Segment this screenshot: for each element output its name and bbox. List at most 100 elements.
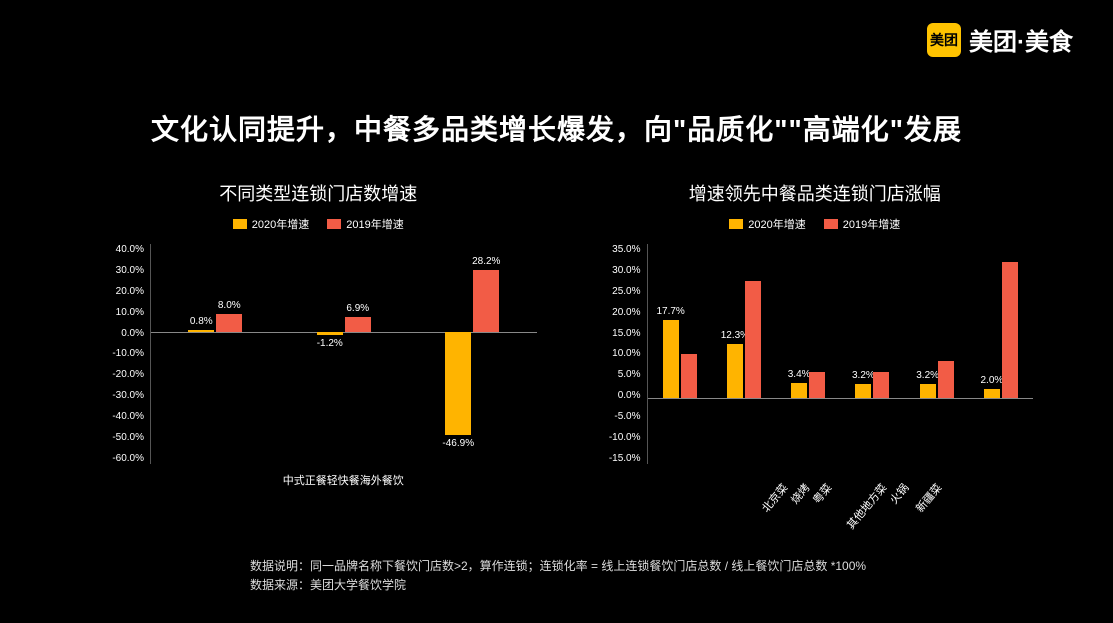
brand-logo: 美团 美团·美食 [927, 22, 1073, 57]
bar-pair: 3.2% [920, 244, 954, 464]
bar-label: 0.8% [190, 316, 213, 327]
chart-right-plotwrap: 35.0%30.0%25.0%20.0%15.0%10.0%5.0%0.0%-5… [597, 244, 1034, 464]
ytick: -5.0% [614, 411, 640, 422]
ytick: -60.0% [112, 453, 144, 464]
chart-right-legend: 2020年增速 2019年增速 [729, 216, 900, 232]
ytick: 15.0% [612, 328, 640, 339]
ytick: 35.0% [612, 244, 640, 255]
bar [1002, 262, 1018, 398]
footer-line1: 数据说明：同一品牌名称下餐饮门店数>2，算作连锁；连锁化率 = 线上连锁餐饮门店… [250, 557, 866, 576]
bar [938, 361, 954, 398]
chart-left-xaxis: 中式正餐轻快餐海外餐饮 [283, 472, 404, 488]
bars-row: 17.7% 12.3% 3.4% 3.2% 3.2% 2.0% [648, 244, 1034, 464]
chart-right-xaxis: 北京菜烧烤粤菜其他地方菜火锅新疆菜 [746, 470, 933, 520]
bar: 3.2% [855, 384, 871, 398]
legend-swatch-2019 [327, 219, 341, 229]
bar-label: 2.0% [980, 375, 1003, 386]
category-group: 17.7% [648, 244, 712, 464]
charts-container: 不同类型连锁门店数增速 2020年增速 2019年增速 40.0%30.0%20… [100, 180, 1033, 520]
chart-left: 不同类型连锁门店数增速 2020年增速 2019年增速 40.0%30.0%20… [100, 180, 537, 520]
legend-label-2019: 2019年增速 [346, 216, 403, 232]
xtick: 轻快餐 [327, 472, 360, 488]
ytick: 25.0% [612, 286, 640, 297]
ytick: 10.0% [116, 307, 144, 318]
ytick: -50.0% [112, 432, 144, 443]
ytick: -40.0% [112, 411, 144, 422]
xtick: 中式正餐 [283, 472, 327, 488]
bar: 12.3% [727, 344, 743, 398]
legend-swatch-2020 [233, 219, 247, 229]
bar: -46.9% [445, 332, 471, 435]
ytick: 30.0% [116, 265, 144, 276]
chart-right: 增速领先中餐品类连锁门店涨幅 2020年增速 2019年增速 35.0% 30.0… [597, 180, 1034, 520]
bar-pair: 0.8%8.0% [188, 244, 242, 464]
footer-line2: 数据来源：美团大学餐饮学院 [250, 576, 866, 595]
bar: 0.8% [188, 330, 214, 332]
legend-2020: 2020年增速 [729, 216, 805, 232]
page-title: 文化认同提升，中餐多品类增长爆发，向"品质化""高端化"发展 [0, 108, 1113, 148]
bar-pair: 3.4% [791, 244, 825, 464]
bar-label: -46.9% [442, 438, 474, 449]
category-group: 0.8%8.0% [151, 244, 280, 464]
bar: 17.7% [663, 320, 679, 398]
bar-label: 28.2% [472, 256, 500, 267]
bar: -1.2% [317, 332, 343, 335]
bar-label: 17.7% [656, 306, 684, 317]
legend-label-2020: 2020年增速 [252, 216, 309, 232]
ytick: -15.0% [609, 453, 641, 464]
bar-label: -1.2% [317, 338, 343, 349]
ytick: 20.0% [116, 286, 144, 297]
bar [745, 281, 761, 398]
bar: 8.0% [216, 314, 242, 332]
bar [681, 354, 697, 398]
category-group: -1.2%6.9% [280, 244, 409, 464]
bar-pair: 17.7% [663, 244, 697, 464]
bar [873, 372, 889, 398]
legend-2020: 2020年增速 [233, 216, 309, 232]
xtick: 海外餐饮 [360, 472, 404, 488]
bars-row: 0.8%8.0%-1.2%6.9%-46.9%28.2% [151, 244, 537, 464]
ytick: 0.0% [121, 328, 144, 339]
bar: 28.2% [473, 270, 499, 332]
ytick: -30.0% [112, 390, 144, 401]
ytick: 20.0% [612, 307, 640, 318]
category-group: 3.2% [905, 244, 969, 464]
brand-text: 美团·美食 [969, 22, 1073, 57]
bar-label: 3.2% [852, 370, 875, 381]
bar-pair: -1.2%6.9% [317, 244, 371, 464]
bar [809, 372, 825, 398]
legend-2019: 2019年增速 [824, 216, 900, 232]
bar-pair: 2.0% [984, 244, 1018, 464]
bar: 3.2% [920, 384, 936, 398]
category-group: -46.9%28.2% [408, 244, 537, 464]
legend-swatch-2019 [824, 219, 838, 229]
legend-label-2019: 2019年增速 [843, 216, 900, 232]
chart-right-title: 增速领先中餐品类连锁门店涨幅 [689, 180, 941, 206]
ytick: -10.0% [112, 348, 144, 359]
chart-left-plot: 0.8%8.0%-1.2%6.9%-46.9%28.2% [150, 244, 537, 464]
bar-label: 8.0% [218, 300, 241, 311]
category-group: 3.2% [840, 244, 904, 464]
bar: 3.4% [791, 383, 807, 398]
bar: 6.9% [345, 317, 371, 332]
chart-left-plotwrap: 40.0% 30.0% 20.0% 10.0% 0.0% -10.0% -20.0% -30.… [100, 244, 537, 464]
bar-pair: 12.3% [727, 244, 761, 464]
footer-notes: 数据说明：同一品牌名称下餐饮门店数>2，算作连锁；连锁化率 = 线上连锁餐饮门店… [250, 557, 866, 595]
chart-left-legend: 2020年增速 2019年增速 [233, 216, 404, 232]
brand-icon: 美团 [927, 23, 961, 57]
ytick: 40.0% [116, 244, 144, 255]
chart-right-plot: 17.7% 12.3% 3.4% 3.2% 3.2% 2.0% [647, 244, 1034, 464]
bar-pair: -46.9%28.2% [445, 244, 499, 464]
bar-label: 3.2% [916, 370, 939, 381]
ytick: -20.0% [112, 369, 144, 380]
ytick: 30.0% [612, 265, 640, 276]
bar-pair: 3.2% [855, 244, 889, 464]
ytick: 5.0% [618, 369, 641, 380]
category-group: 2.0% [969, 244, 1033, 464]
bar-label: 6.9% [346, 303, 369, 314]
bar-label: 3.4% [788, 369, 811, 380]
bar: 2.0% [984, 389, 1000, 398]
category-group: 12.3% [712, 244, 776, 464]
ytick: -10.0% [609, 432, 641, 443]
legend-2019: 2019年增速 [327, 216, 403, 232]
